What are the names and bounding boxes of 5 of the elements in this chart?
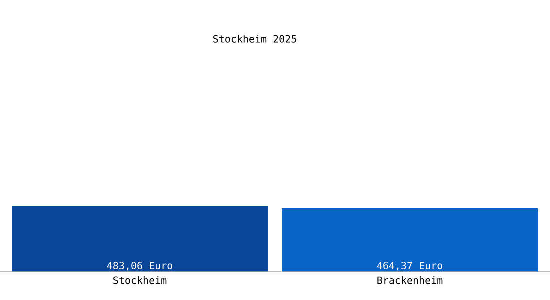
data-label: 464,37 Euro <box>377 262 442 271</box>
x-tick-label: Brackenheim <box>378 276 443 284</box>
chart-title: Stockheim 2025 <box>214 35 296 43</box>
x-tick-label: Stockheim <box>114 276 167 284</box>
data-label: 483,06 Euro <box>107 262 172 271</box>
